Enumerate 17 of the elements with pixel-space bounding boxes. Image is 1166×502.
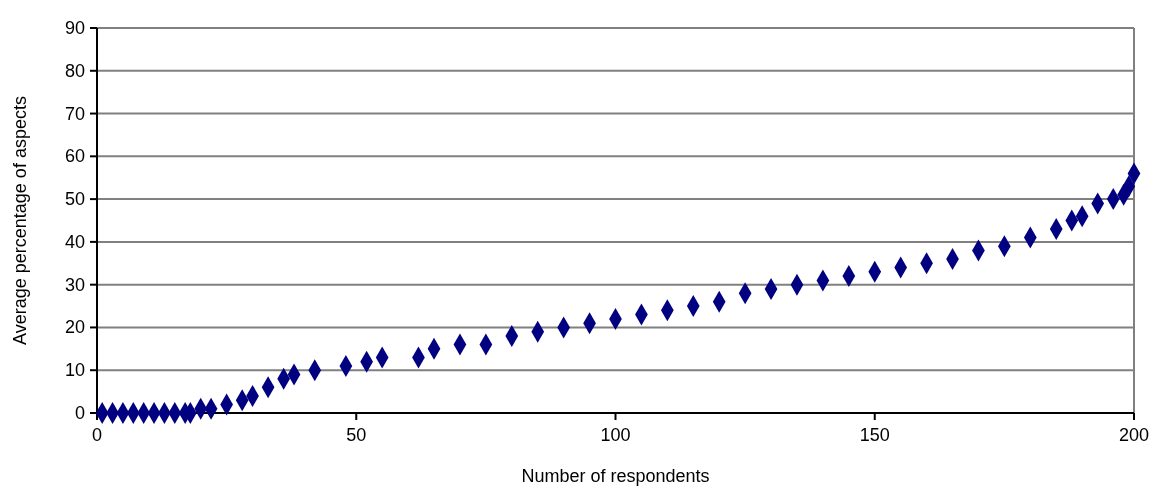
y-tick-label: 60 <box>64 146 85 167</box>
y-tick-label: 0 <box>74 403 85 423</box>
y-axis-title: Average percentage of aspects <box>10 96 30 345</box>
x-tick-label: 50 <box>346 425 367 445</box>
y-tick-label: 50 <box>64 189 85 210</box>
x-tick-label: 100 <box>600 425 631 445</box>
y-tick-label: 30 <box>64 274 85 295</box>
x-tick-label: 200 <box>1118 425 1150 445</box>
y-tick-label: 80 <box>64 60 85 81</box>
x-tick-label: 0 <box>91 425 103 445</box>
y-tick-label: 90 <box>64 18 85 38</box>
y-tick-label: 10 <box>64 360 85 381</box>
x-axis-title: Number of respondents <box>521 466 710 486</box>
x-tick-label: 150 <box>859 425 890 445</box>
y-tick-label: 20 <box>64 317 85 338</box>
y-tick-label: 70 <box>64 103 85 124</box>
y-tick-label: 40 <box>64 231 85 252</box>
